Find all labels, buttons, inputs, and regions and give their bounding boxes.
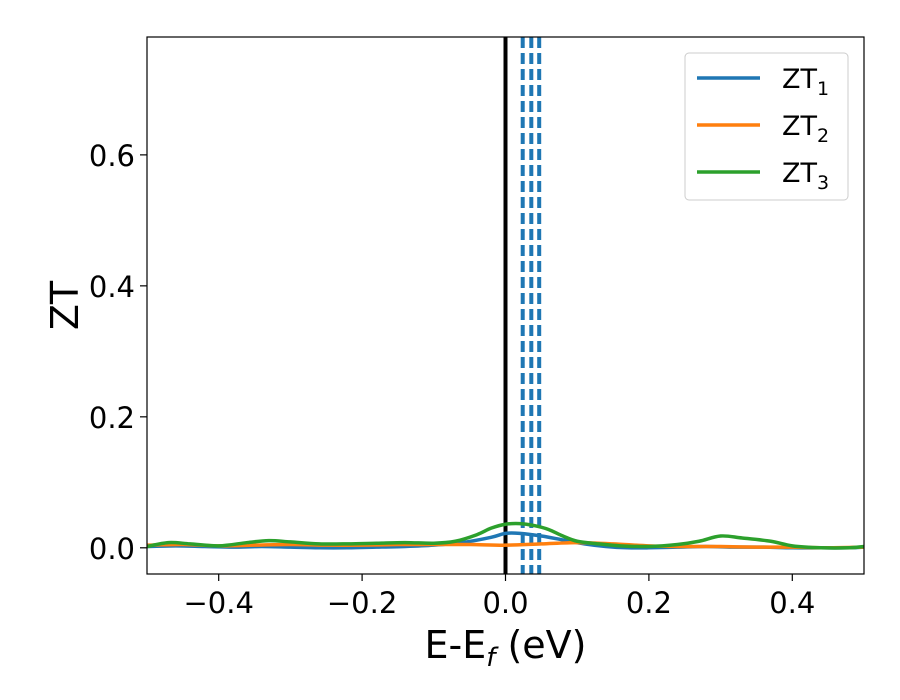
y-tick-label: 0.4 (89, 270, 135, 304)
legend-label-1: ZT1 (782, 64, 829, 100)
x-axis-label: E-Ef (eV) (425, 623, 587, 673)
x-axis-ticks: −0.4 −0.2 0.0 0.2 0.4 (183, 574, 815, 620)
y-tick-label: 0.6 (89, 139, 135, 173)
x-tick-label: −0.2 (327, 586, 397, 620)
vertical-lines (503, 37, 542, 574)
x-tick-label: 0.0 (482, 586, 528, 620)
y-axis-label: ZT (43, 280, 87, 330)
x-tick-label: 0.2 (626, 586, 672, 620)
y-axis-ticks: 0.0 0.2 0.4 0.6 (89, 139, 147, 566)
legend-label-2: ZT2 (782, 111, 829, 147)
legend: ZT1 ZT2 ZT3 (684, 52, 849, 201)
x-tick-label: 0.4 (769, 586, 815, 620)
legend-box (684, 52, 849, 201)
series-lines (147, 521, 864, 550)
y-tick-label: 0.2 (89, 401, 135, 435)
y-tick-label: 0.0 (89, 532, 135, 566)
x-tick-label: −0.4 (183, 586, 253, 620)
x-axis-label-unit: (eV) (495, 623, 586, 667)
series-line-2 (147, 540, 864, 550)
series-line-3 (147, 521, 864, 550)
x-axis-label-main: E-E (425, 623, 487, 667)
legend-label-3: ZT3 (782, 158, 829, 194)
